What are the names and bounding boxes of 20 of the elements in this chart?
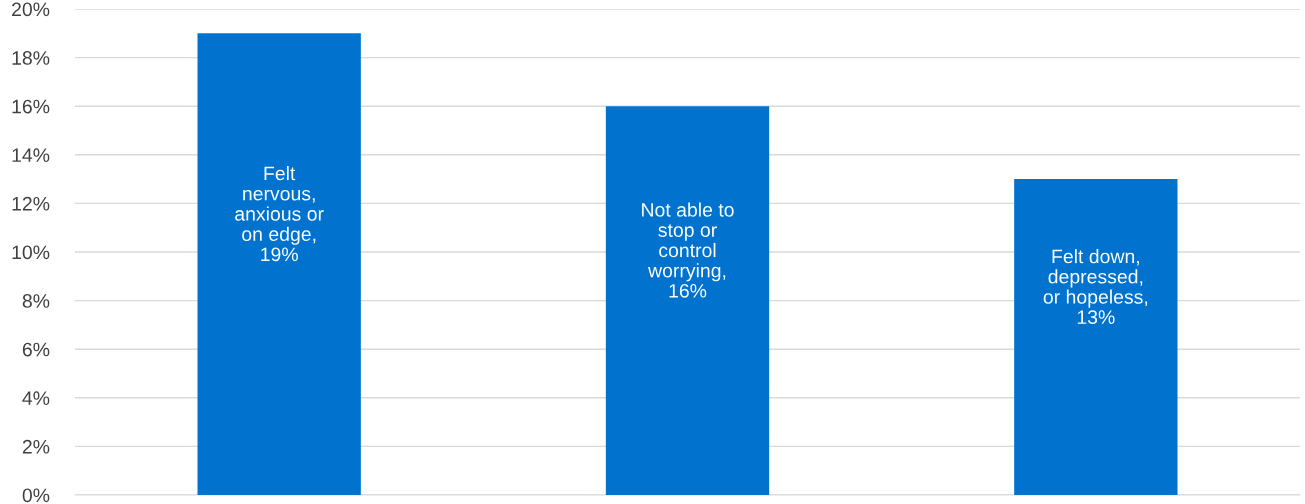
y-tick-label: 2% [22, 439, 50, 454]
y-tick-label: 20% [12, 2, 50, 17]
text: 19% [261, 247, 298, 262]
y-tick-label: 4% [22, 391, 50, 405]
bar [1014, 179, 1178, 495]
category-label: Felt nervous, anxious or on edge, [235, 166, 324, 245]
y-tick-label: 14% [12, 148, 50, 162]
bar [605, 106, 770, 495]
y-tick-label: 6% [22, 342, 50, 357]
y-tick-label: 12% [12, 196, 50, 211]
category-label: Felt down, depressed, or hopeless, [1043, 249, 1148, 308]
y-tick-label: 16% [12, 99, 50, 114]
text: 13% [1077, 310, 1115, 325]
y-tick-label: 0% [22, 488, 50, 503]
text: 16% [669, 283, 707, 298]
bar [197, 33, 361, 495]
y-tick-label: 10% [12, 245, 50, 260]
y-tick-label: 18% [12, 51, 50, 65]
y-tick-label: 8% [22, 294, 50, 308]
category-label: Not able to stop or control worrying, [642, 202, 734, 282]
